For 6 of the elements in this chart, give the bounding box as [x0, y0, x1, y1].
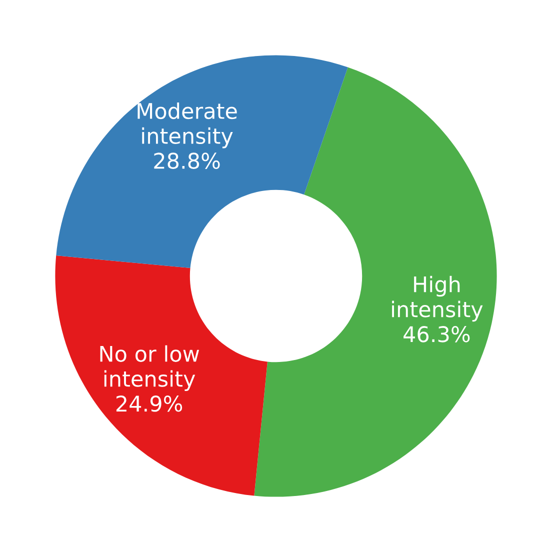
- data-label: 28.8%: [154, 152, 220, 169]
- data-label: 24.9%: [116, 396, 182, 412]
- slice-label: High intensity: [392, 276, 483, 322]
- slice-label: No or low intensity: [100, 345, 200, 392]
- data-label: 46.3%: [404, 326, 470, 342]
- slice-label: Moderate intensity: [138, 102, 237, 148]
